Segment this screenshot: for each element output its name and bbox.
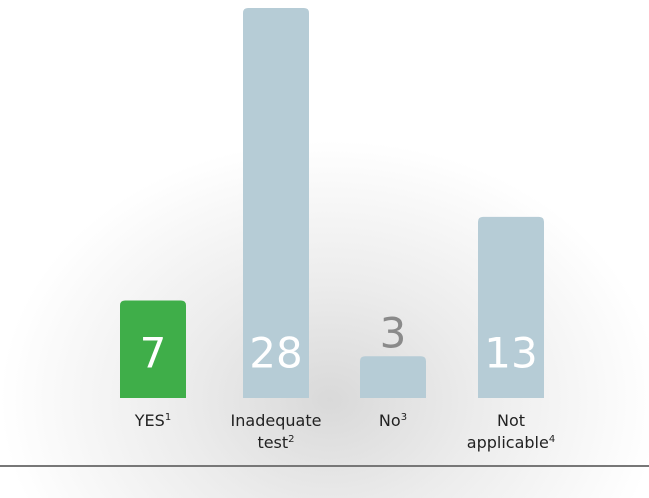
- category-text: Inadequate test: [230, 411, 322, 452]
- category-label: No3: [338, 410, 448, 432]
- value-label: 13: [484, 329, 537, 378]
- category-label: Inadequate test2: [221, 410, 331, 454]
- category-label: Not applicable4: [456, 410, 566, 454]
- value-label: 3: [380, 309, 407, 358]
- category-text: No: [378, 411, 401, 430]
- value-label: 28: [249, 329, 302, 378]
- footnote-marker: 3: [400, 412, 408, 423]
- category-text: YES: [134, 411, 165, 430]
- footnote-marker: 4: [548, 434, 556, 445]
- category-text: Not applicable: [466, 411, 549, 452]
- bottom-rule: [0, 465, 649, 467]
- footnote-marker: 1: [164, 412, 172, 423]
- value-label: 7: [140, 329, 167, 378]
- bar: [120, 300, 186, 398]
- category-label: YES1: [98, 410, 208, 432]
- bar: [243, 8, 309, 398]
- bar: [360, 356, 426, 398]
- footnote-marker: 2: [288, 434, 295, 445]
- bar: [478, 216, 544, 398]
